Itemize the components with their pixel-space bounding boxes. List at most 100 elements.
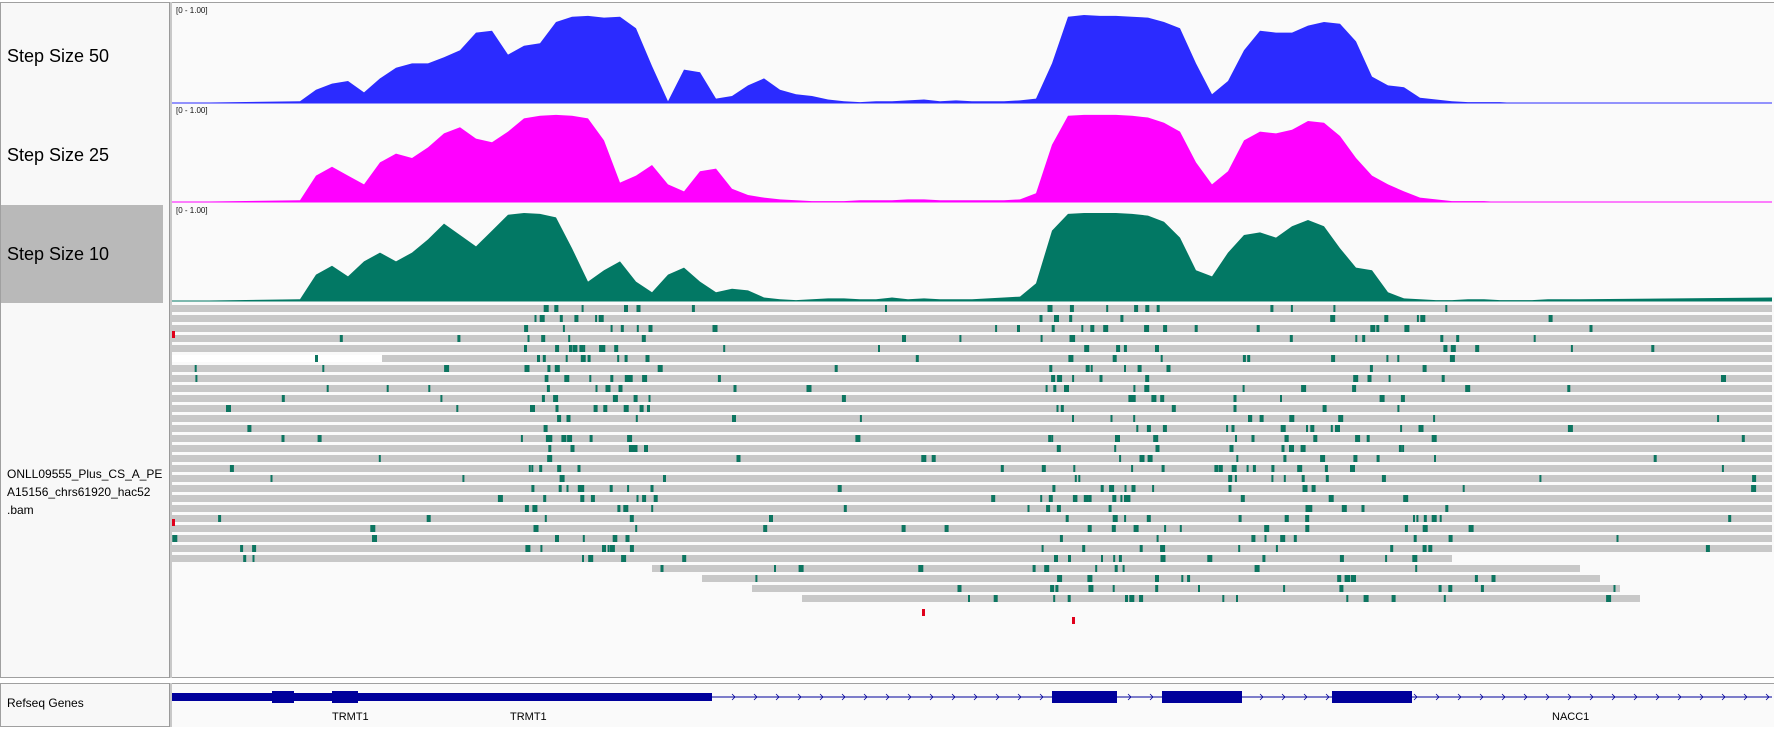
mod-mark (885, 305, 887, 312)
mod-mark (855, 435, 861, 442)
track-name-step-10[interactable]: Step Size 10 (1, 205, 163, 303)
mod-mark (1134, 305, 1139, 312)
read[interactable] (172, 305, 1772, 312)
read[interactable] (172, 335, 1772, 342)
strand-arrow (1347, 693, 1352, 701)
read[interactable] (172, 375, 1772, 382)
mod-mark (647, 405, 650, 412)
strand-arrow (775, 693, 780, 701)
read[interactable] (172, 355, 1772, 362)
mod-mark (1129, 595, 1135, 602)
read[interactable] (172, 505, 1772, 512)
mod-mark (545, 435, 551, 442)
strand-arrow (1523, 693, 1528, 701)
read[interactable] (172, 315, 1772, 322)
mod-mark (226, 405, 231, 412)
read[interactable] (172, 535, 1772, 542)
gene-label[interactable]: NACC1 (1552, 711, 1589, 723)
read[interactable] (172, 425, 1772, 432)
mod-mark (542, 355, 546, 362)
mod-mark (588, 555, 594, 562)
mod-mark (569, 345, 572, 352)
read[interactable] (752, 585, 1620, 592)
gene-exon[interactable] (1332, 691, 1412, 703)
mod-mark (1362, 335, 1366, 342)
mod-mark (635, 525, 638, 532)
refseq-track[interactable]: TRMT1 TRMT1 NACC1 (172, 683, 1774, 727)
mod-mark (1412, 555, 1418, 562)
read[interactable] (172, 455, 1772, 462)
mod-mark (172, 535, 178, 542)
track-name-step-50[interactable]: Step Size 50 (7, 45, 110, 66)
mod-mark (1139, 455, 1145, 462)
mod-mark (1474, 575, 1478, 582)
read[interactable] (172, 415, 1772, 422)
tracks-canvas[interactable] (172, 3, 1774, 679)
read[interactable] (702, 575, 1600, 582)
mod-mark (1352, 385, 1357, 392)
mod-mark (428, 385, 431, 392)
mod-mark (1456, 335, 1460, 342)
read[interactable] (172, 325, 1772, 332)
gene-label[interactable]: TRMT1 (510, 711, 547, 723)
read[interactable] (172, 495, 1772, 502)
track-name-step-25[interactable]: Step Size 25 (7, 144, 110, 165)
mod-mark (1705, 545, 1710, 552)
mod-mark (544, 515, 547, 522)
mod-mark (1069, 335, 1074, 342)
mod-mark (1100, 485, 1104, 492)
read[interactable] (172, 475, 1772, 482)
read[interactable] (172, 405, 1772, 412)
mod-mark (1351, 575, 1356, 582)
track-name-bam[interactable]: ONLL09555_Plus_CS_A_PE A15156_chrs61920_… (7, 467, 163, 517)
mod-mark (1124, 365, 1126, 372)
mod-mark (1434, 455, 1436, 462)
gene-exon[interactable] (1162, 691, 1242, 703)
mod-mark (1331, 355, 1336, 362)
gene-exon[interactable] (1052, 691, 1117, 703)
read[interactable] (172, 365, 1772, 372)
gene-exon[interactable] (172, 693, 712, 701)
mod-mark (555, 405, 559, 412)
mod-mark (194, 365, 197, 372)
mod-mark (1060, 405, 1064, 412)
read[interactable] (172, 485, 1772, 492)
mod-mark (1087, 525, 1092, 532)
mod-mark (1115, 435, 1120, 442)
read[interactable] (172, 445, 1772, 452)
read[interactable] (172, 435, 1772, 442)
gene-label[interactable]: TRMT1 (332, 711, 369, 723)
mod-mark (1039, 315, 1043, 322)
read[interactable] (172, 515, 1772, 522)
mod-mark (1246, 465, 1249, 472)
mod-mark (1081, 325, 1084, 332)
mod-mark (1125, 595, 1128, 602)
mod-mark (378, 455, 381, 462)
read[interactable] (172, 345, 1772, 352)
mod-mark (1198, 585, 1200, 592)
mod-mark (957, 585, 962, 592)
strand-arrow (819, 693, 824, 701)
gene-exon[interactable] (272, 691, 294, 703)
read[interactable] (172, 525, 1772, 532)
mod-mark (558, 485, 562, 492)
mod-mark (1155, 445, 1160, 452)
read[interactable] (802, 595, 1640, 602)
mod-mark (1155, 345, 1159, 352)
read[interactable] (172, 395, 1772, 402)
mod-mark (1400, 395, 1405, 402)
mod-mark (1293, 535, 1297, 542)
mod-mark (717, 375, 721, 382)
read[interactable] (172, 465, 1772, 472)
data-panel[interactable] (172, 2, 1774, 678)
mod-mark (1164, 525, 1167, 532)
refseq-track-name[interactable]: Refseq Genes (0, 683, 169, 727)
mod-mark (1254, 565, 1260, 572)
gene-exon[interactable] (332, 691, 358, 703)
mod-mark (1072, 415, 1074, 422)
read[interactable] (172, 555, 1452, 562)
mod-mark (579, 345, 584, 352)
read[interactable] (172, 545, 1772, 552)
panel-divider[interactable] (169, 2, 172, 678)
read[interactable] (172, 385, 1772, 392)
